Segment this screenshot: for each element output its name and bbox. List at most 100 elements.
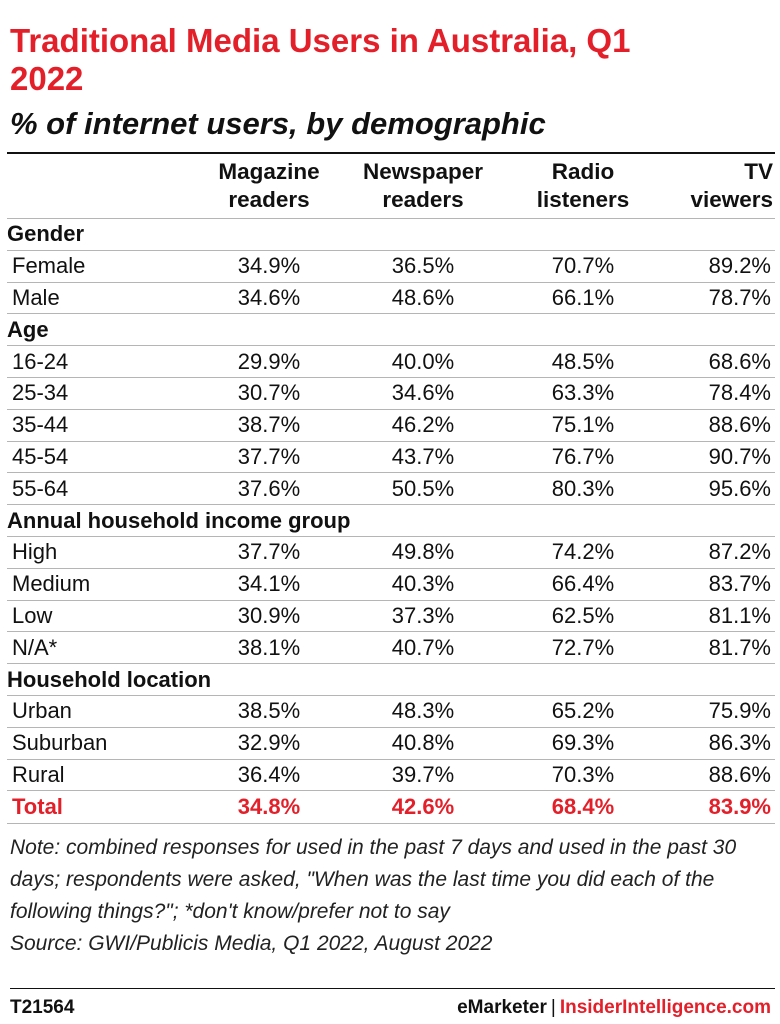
value-cell: 34.6% [195,282,343,315]
chart-subtitle: % of internet users, by demographic [10,106,546,141]
value-cell: 38.1% [195,631,343,665]
table-row: 45-54 37.7% 43.7% 76.7% 90.7% [7,441,775,474]
row-label: 45-54 [7,441,195,474]
value-cell: 49.8% [343,536,503,569]
value-cell: 36.4% [195,759,343,792]
value-cell: 75.1% [503,409,663,442]
value-cell: 48.6% [343,282,503,315]
table-row: High 37.7% 49.8% 74.2% 87.2% [7,536,775,569]
value-cell: 70.7% [503,250,663,283]
value-cell: 40.3% [343,568,503,601]
row-label: 35-44 [7,409,195,442]
table-row: 25-34 30.7% 34.6% 63.3% 78.4% [7,377,775,410]
row-label-header [7,152,195,219]
value-cell: 62.5% [503,600,663,633]
brand-separator: | [550,997,556,1018]
value-cell: 37.3% [343,600,503,633]
value-cell: 29.9% [195,345,343,378]
table-row: 35-44 38.7% 46.2% 75.1% 88.6% [7,409,775,442]
value-cell: 34.6% [343,377,503,410]
chart-title: Traditional Media Users in Australia, Q1… [10,22,631,97]
section-label: Annual household income group [7,504,775,537]
row-label: Male [7,282,195,315]
chart-note: Note: combined responses for used in the… [10,832,775,960]
value-cell: 39.7% [343,759,503,792]
chart-id: T21564 [10,997,75,1018]
value-cell: 78.4% [663,377,775,410]
value-cell: 48.5% [503,345,663,378]
value-cell: 37.6% [195,472,343,506]
row-label: 16-24 [7,345,195,378]
total-value-cell: 34.8% [195,790,343,825]
section-label: Gender [7,218,775,251]
value-cell: 34.1% [195,568,343,601]
value-cell: 81.7% [663,631,775,665]
row-label: 25-34 [7,377,195,410]
total-row: Total 34.8% 42.6% 68.4% 83.9% [7,790,775,825]
brand-primary: eMarketer [457,997,547,1018]
value-cell: 83.7% [663,568,775,601]
value-cell: 50.5% [343,472,503,506]
value-cell: 66.1% [503,282,663,315]
value-cell: 34.9% [195,250,343,283]
brand-secondary: InsiderIntelligence.com [559,997,771,1018]
row-label: Rural [7,759,195,792]
value-cell: 36.5% [343,250,503,283]
value-cell: 70.3% [503,759,663,792]
value-cell: 37.7% [195,441,343,474]
value-cell: 78.7% [663,282,775,315]
table-row: Suburban 32.9% 40.8% 69.3% 86.3% [7,727,775,760]
value-cell: 95.6% [663,472,775,506]
value-cell: 81.1% [663,600,775,633]
table-row: 55-64 37.6% 50.5% 80.3% 95.6% [7,472,775,506]
value-cell: 88.6% [663,409,775,442]
section-header-row: Household location [7,663,775,696]
section-header-row: Gender [7,218,775,251]
row-label: High [7,536,195,569]
value-cell: 38.5% [195,695,343,728]
value-cell: 46.2% [343,409,503,442]
value-cell: 32.9% [195,727,343,760]
brand-logo: eMarketer | InsiderIntelligence.com [457,997,771,1019]
data-table: Magazine readers Newspaper readers Radio… [7,152,775,825]
value-cell: 48.3% [343,695,503,728]
total-label: Total [7,790,195,825]
total-value-cell: 42.6% [343,790,503,825]
column-header-row: Magazine readers Newspaper readers Radio… [7,152,775,219]
table-row: Urban 38.5% 48.3% 65.2% 75.9% [7,695,775,728]
value-cell: 66.4% [503,568,663,601]
value-cell: 90.7% [663,441,775,474]
value-cell: 88.6% [663,759,775,792]
row-label: N/A* [7,631,195,665]
value-cell: 40.8% [343,727,503,760]
table-row: Low 30.9% 37.3% 62.5% 81.1% [7,600,775,633]
value-cell: 75.9% [663,695,775,728]
table-row: Medium 34.1% 40.3% 66.4% 83.7% [7,568,775,601]
source-text: Source: GWI/Publicis Media, Q1 2022, Aug… [10,932,493,955]
value-cell: 87.2% [663,536,775,569]
value-cell: 86.3% [663,727,775,760]
section-header-row: Annual household income group [7,504,775,537]
table-row: Rural 36.4% 39.7% 70.3% 88.6% [7,759,775,792]
table-body: Gender Female 34.9% 36.5% 70.7% 89.2% Male 34.6… [7,218,775,825]
value-cell: 76.7% [503,441,663,474]
footer: T21564 eMarketer | InsiderIntelligence.com [10,988,775,1019]
value-cell: 68.6% [663,345,775,378]
column-header: Magazine readers [195,152,343,219]
section-header-row: Age [7,313,775,347]
value-cell: 80.3% [503,472,663,506]
table-row: Female 34.9% 36.5% 70.7% 89.2% [7,250,775,283]
value-cell: 37.7% [195,536,343,569]
value-cell: 72.7% [503,631,663,665]
column-header: TV viewers [663,152,775,219]
value-cell: 63.3% [503,377,663,410]
column-header: Radio listeners [503,152,663,219]
value-cell: 43.7% [343,441,503,474]
row-label: Urban [7,695,195,728]
row-label: Suburban [7,727,195,760]
row-label: Low [7,600,195,633]
column-header: Newspaper readers [343,152,503,219]
value-cell: 30.9% [195,600,343,633]
value-cell: 40.0% [343,345,503,378]
table-row: Male 34.6% 48.6% 66.1% 78.7% [7,282,775,315]
